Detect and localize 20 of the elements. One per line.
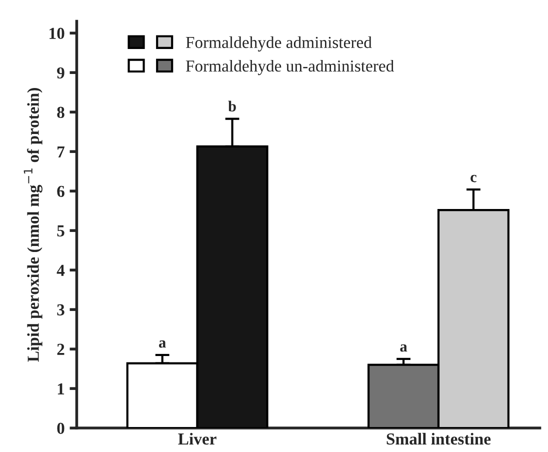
y-tick-label: 8 — [57, 106, 64, 118]
data-label: c — [470, 174, 476, 182]
y-tick-label: 10 — [50, 28, 64, 40]
data-label: a — [400, 344, 408, 352]
x-tick-label: Liver — [178, 432, 216, 445]
legend-label: Formaldehyde un-administered — [186, 60, 394, 76]
y-tick-label: 3 — [57, 304, 64, 316]
y-axis-title: Lipid peroxide (nmol mg$^{−1}$ of protein) — [24, 88, 42, 362]
x-tick-label: Small intestine — [386, 432, 491, 445]
y-tick-label: 1 — [58, 383, 64, 394]
y-tick-label: 7 — [58, 146, 65, 158]
data-label: a — [159, 340, 166, 348]
legend-label: Formaldehyde administered — [186, 36, 372, 52]
y-tick-label: 4 — [56, 264, 65, 276]
y-tick-label: 9 — [57, 67, 64, 79]
data-label: b — [228, 100, 236, 112]
y-tick-label: 5 — [57, 225, 64, 237]
y-tick-label: 2 — [57, 344, 64, 355]
y-tick-label: 6 — [57, 186, 64, 198]
y-tick-label: 0 — [57, 422, 64, 434]
